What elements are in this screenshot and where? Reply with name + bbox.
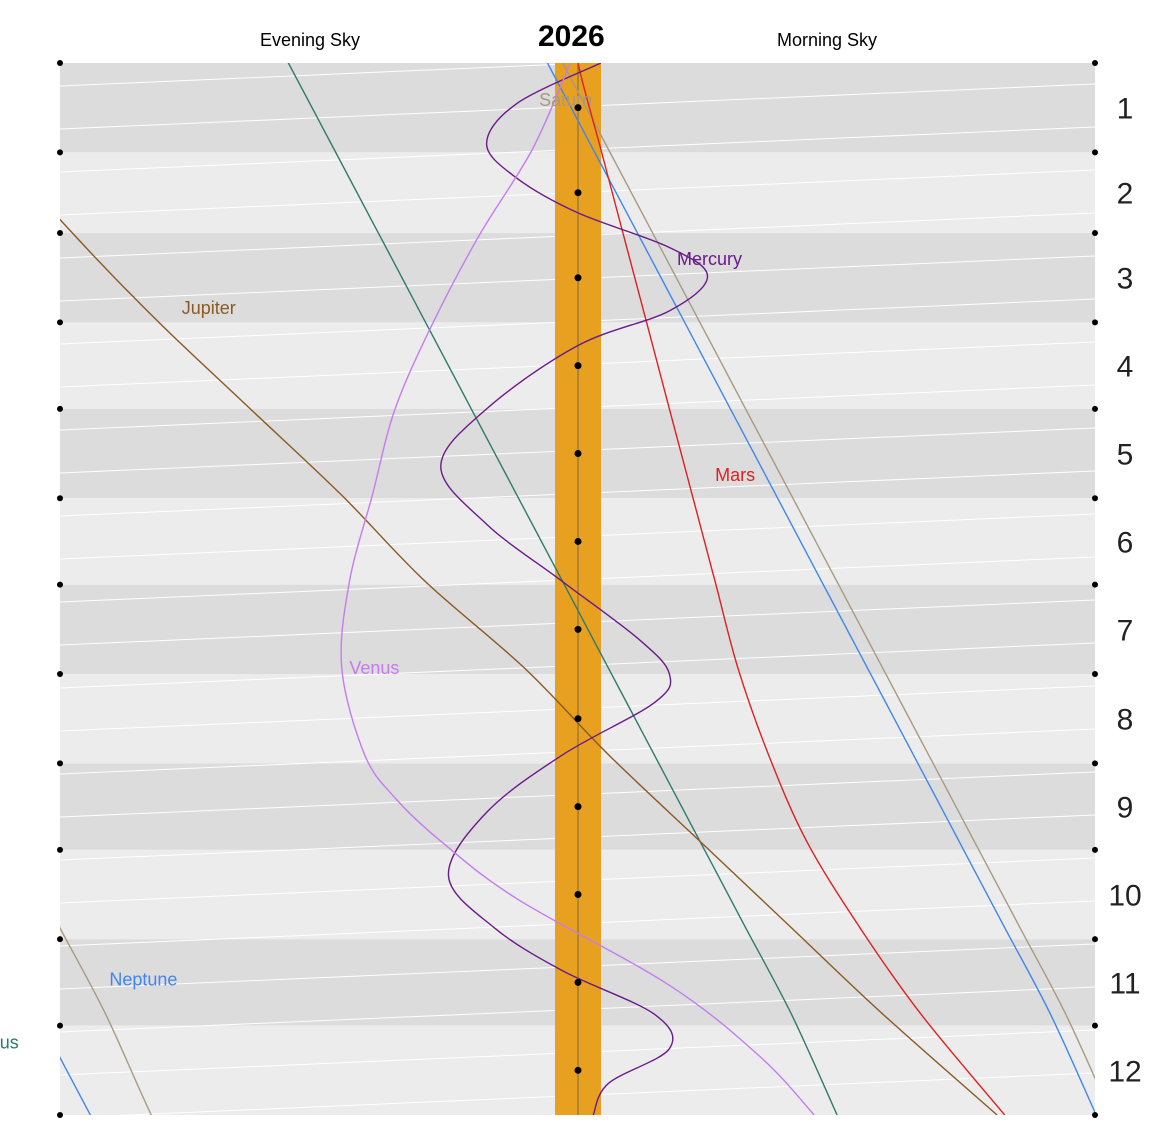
month-tick-right bbox=[1092, 495, 1098, 502]
chart-title: 2026 bbox=[538, 20, 605, 53]
month-tick-right bbox=[1092, 319, 1098, 326]
month-number-label: 10 bbox=[1108, 880, 1141, 913]
uranus-track bbox=[287, 63, 838, 1115]
jupiter-label: Jupiter bbox=[182, 298, 236, 318]
month-tick-right bbox=[1092, 936, 1098, 943]
saturn-track-second bbox=[60, 926, 153, 1115]
month-tick-left bbox=[57, 1022, 63, 1029]
jupiter-track bbox=[60, 218, 998, 1115]
evening-sky-label: Evening Sky bbox=[260, 30, 361, 50]
hour-line bbox=[60, 0, 1095, 43]
month-mid-dot bbox=[574, 1066, 582, 1074]
month-number-label: 7 bbox=[1117, 614, 1134, 647]
month-mid-dot bbox=[574, 189, 582, 197]
venus-label: Venus bbox=[349, 658, 399, 678]
month-tick-left bbox=[57, 1112, 63, 1118]
month-tick-left bbox=[57, 760, 63, 767]
month-mid-dot bbox=[574, 715, 582, 723]
mercury-track bbox=[440, 63, 709, 1115]
month-tick-right bbox=[1092, 60, 1098, 66]
planet-labels: Saturn Neptune Uranus Jupiter Mars Mercury Ven… bbox=[0, 90, 755, 1052]
month-number-label: 5 bbox=[1117, 439, 1134, 472]
month-number-label: 1 bbox=[1117, 93, 1134, 126]
month-tick-left bbox=[57, 319, 63, 326]
venus-track bbox=[340, 63, 815, 1115]
sun-band bbox=[555, 63, 601, 1115]
month-mid-dot bbox=[574, 891, 582, 899]
month-tick-left bbox=[57, 495, 63, 502]
month-number-label: 9 bbox=[1117, 792, 1134, 825]
planet-tracks bbox=[60, 63, 1095, 1115]
mars-label: Mars bbox=[715, 465, 755, 485]
month-tick-left bbox=[57, 230, 63, 237]
morning-sky-label: Morning Sky bbox=[777, 30, 878, 50]
saturn-label: Saturn bbox=[539, 90, 592, 110]
month-tick-right bbox=[1092, 581, 1098, 588]
neptune-track bbox=[546, 63, 1095, 1115]
saturn-track bbox=[562, 63, 1095, 1080]
month-tick-left bbox=[57, 846, 63, 853]
mars-track bbox=[577, 63, 1006, 1115]
month-number-label: 6 bbox=[1117, 526, 1134, 559]
month-tick-right bbox=[1092, 846, 1098, 853]
month-tick-left bbox=[57, 405, 63, 412]
month-number-label: 11 bbox=[1109, 967, 1140, 1000]
neptune-track-second bbox=[60, 1056, 92, 1115]
month-mid-dot bbox=[574, 625, 582, 633]
month-tick-right bbox=[1092, 671, 1098, 678]
month-tick-right bbox=[1092, 149, 1098, 156]
month-tick-left bbox=[57, 149, 63, 156]
month-mid-dot bbox=[574, 803, 582, 811]
month-mid-dot bbox=[574, 362, 582, 370]
month-tick-left bbox=[57, 936, 63, 943]
month-tick-right bbox=[1092, 405, 1098, 412]
month-mid-dot bbox=[574, 978, 582, 986]
mercury-label: Mercury bbox=[677, 249, 742, 269]
month-tick-right bbox=[1092, 1112, 1098, 1118]
uranus-label: Uranus bbox=[0, 1033, 19, 1053]
month-mid-dot bbox=[574, 104, 582, 112]
month-tick-right bbox=[1092, 1022, 1098, 1029]
hour-line bbox=[60, 1116, 1095, 1135]
month-tick-right bbox=[1092, 230, 1098, 237]
month-tick-right bbox=[1092, 760, 1098, 767]
neptune-label: Neptune bbox=[109, 969, 177, 989]
month-number-label: 4 bbox=[1117, 351, 1134, 384]
month-mid-dot bbox=[574, 537, 582, 545]
month-tick-left bbox=[57, 671, 63, 678]
month-number-label: 12 bbox=[1108, 1055, 1141, 1088]
month-number-label: 8 bbox=[1117, 704, 1134, 737]
month-number-label: 3 bbox=[1117, 263, 1134, 296]
month-mid-dot bbox=[574, 274, 582, 282]
month-tick-left bbox=[57, 60, 63, 66]
month-number-label: 2 bbox=[1117, 178, 1134, 211]
month-mid-dot bbox=[574, 450, 582, 458]
month-tick-left bbox=[57, 581, 63, 588]
